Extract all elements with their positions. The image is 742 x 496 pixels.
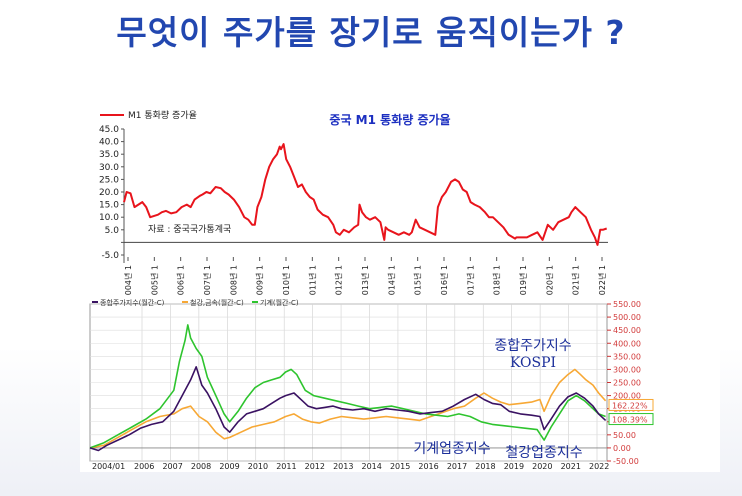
page-title: 무엇이 주가를 장기로 움직이는가 ? — [116, 13, 626, 52]
x-tick-label: 2012 — [305, 462, 325, 471]
index-chart-panel: 550.00 500.00 450.00 400.00 350.00 300.00 250.… — [80, 296, 720, 472]
x-tick-label: 2015 — [390, 462, 410, 471]
x-tick-label: 2008년 1 — [228, 265, 238, 300]
x-tick-label: 2014 — [362, 462, 382, 471]
legend-label: M1 통화량 증가율 — [128, 109, 197, 121]
x-tick-label: 2018 — [475, 462, 495, 471]
steel-annotation: 철강업종지수 — [505, 445, 583, 461]
y-tick-label: 20.0 — [99, 188, 119, 198]
legend-label: 철강,금속(월간-C) — [190, 298, 244, 307]
series-line-2 — [89, 324, 606, 449]
series-line-0 — [89, 366, 607, 452]
y-tick-label: 500.00 — [613, 313, 641, 322]
x-tick-label: 2021 — [561, 462, 581, 471]
end-value-badge-label: 162.22% — [612, 401, 648, 410]
y-tick-label: 15.0 — [99, 201, 119, 211]
y-tick-label: 450.00 — [613, 326, 641, 335]
y-tick-label: 350.00 — [613, 352, 641, 361]
legend-label: 기계(월간-C) — [260, 298, 299, 307]
x-tick-label: 2013년 1 — [360, 265, 370, 300]
y-tick-label: 0.00 — [613, 444, 631, 453]
y-tick-label: 5.0 — [105, 226, 120, 236]
legend-label: 종합주가지수(월간-C) — [100, 298, 165, 307]
m1-growth-chart: 45.0 40.0 35.0 30.0 25.0 20.0 15.0 10.0 5.0 -5.0 2… — [99, 109, 608, 300]
y-tick-label: 10.0 — [99, 213, 119, 223]
machinery-annotation: 기계업종지수 — [413, 441, 491, 457]
series-line-1 — [89, 368, 607, 449]
end-value-badge — [608, 413, 654, 426]
x-tick-label: 2017 — [447, 462, 467, 471]
chart-title: 중국 M1 통화량 증가율 — [329, 112, 450, 127]
x-tick-label: 2006 — [134, 462, 154, 471]
x-tick-label: 2004년 1 — [123, 265, 133, 300]
x-tick-label: 2021년 1 — [571, 265, 581, 300]
y-tick-label: 50.00 — [613, 431, 636, 440]
x-tick-label: 2022년 1 — [597, 265, 607, 300]
x-tick-label: 2009 — [219, 462, 239, 471]
x-tick-label: 2016 — [418, 462, 438, 471]
y-tick-label: 35.0 — [99, 150, 119, 160]
stock-index-chart: 550.00 500.00 450.00 400.00 350.00 300.00 250.… — [89, 298, 654, 471]
x-tick-label: 2012년 1 — [334, 265, 344, 300]
m1-growth-line — [123, 143, 608, 246]
x-tick-label: 2010년 1 — [281, 265, 291, 300]
y-tick-label: 25.0 — [99, 175, 119, 185]
x-tick-label: 2009년 1 — [255, 265, 265, 300]
x-tick-label: 2015년 1 — [413, 265, 423, 300]
source-note: 자료 : 중국국가통계국 — [148, 223, 231, 235]
x-tick-label: 2006년 1 — [176, 265, 186, 300]
x-tick-label: 2019년 1 — [518, 265, 528, 300]
kospi-annotation: 종합주가지수 KOSPI — [478, 338, 588, 372]
x-tick-label: 2007 — [162, 462, 182, 471]
y-tick-label: 550.00 — [613, 300, 641, 309]
x-tick-label: 2004/01 — [92, 462, 125, 471]
x-tick-label: 2005년 1 — [149, 265, 159, 300]
x-tick-label: 2017년 1 — [465, 265, 475, 300]
y-tick-label: 300.00 — [613, 365, 641, 374]
y-tick-label: 250.00 — [613, 379, 641, 388]
x-tick-label: 2022 — [589, 462, 609, 471]
x-tick-label: 2011 — [276, 462, 296, 471]
x-tick-label: 2010 — [248, 462, 268, 471]
end-value-badge-label: 108.39% — [612, 416, 648, 425]
x-tick-label: 2019 — [504, 462, 524, 471]
y-tick-label: 400.00 — [613, 339, 641, 348]
x-tick-label: 2011년 1 — [307, 265, 317, 300]
y-tick-label: 30.0 — [99, 163, 119, 173]
end-value-badge — [608, 398, 654, 411]
y-tick-label: 45.0 — [99, 125, 119, 135]
kospi-annotation-line2: KOSPI — [509, 355, 557, 371]
x-tick-label: 2020년 1 — [544, 265, 554, 300]
y-tick-label: -50.00 — [613, 457, 639, 466]
x-tick-label: 2008 — [191, 462, 211, 471]
x-tick-label: 2014년 1 — [386, 265, 396, 300]
y-tick-label: 200.00 — [613, 392, 641, 401]
x-tick-label: 2007년 1 — [202, 265, 212, 300]
x-tick-label: 2018년 1 — [492, 265, 502, 300]
m1-chart-panel: 45.0 40.0 35.0 30.0 25.0 20.0 15.0 10.0 5.0 -5.0 2… — [80, 98, 620, 300]
kospi-annotation-line1: 종합주가지수 — [494, 338, 572, 354]
y-tick-label: 40.0 — [99, 138, 119, 148]
y-tick-label: -5.0 — [101, 251, 119, 261]
x-tick-label: 2020 — [532, 462, 552, 471]
x-tick-label: 2016년 1 — [439, 265, 449, 300]
x-tick-label: 2013 — [333, 462, 353, 471]
